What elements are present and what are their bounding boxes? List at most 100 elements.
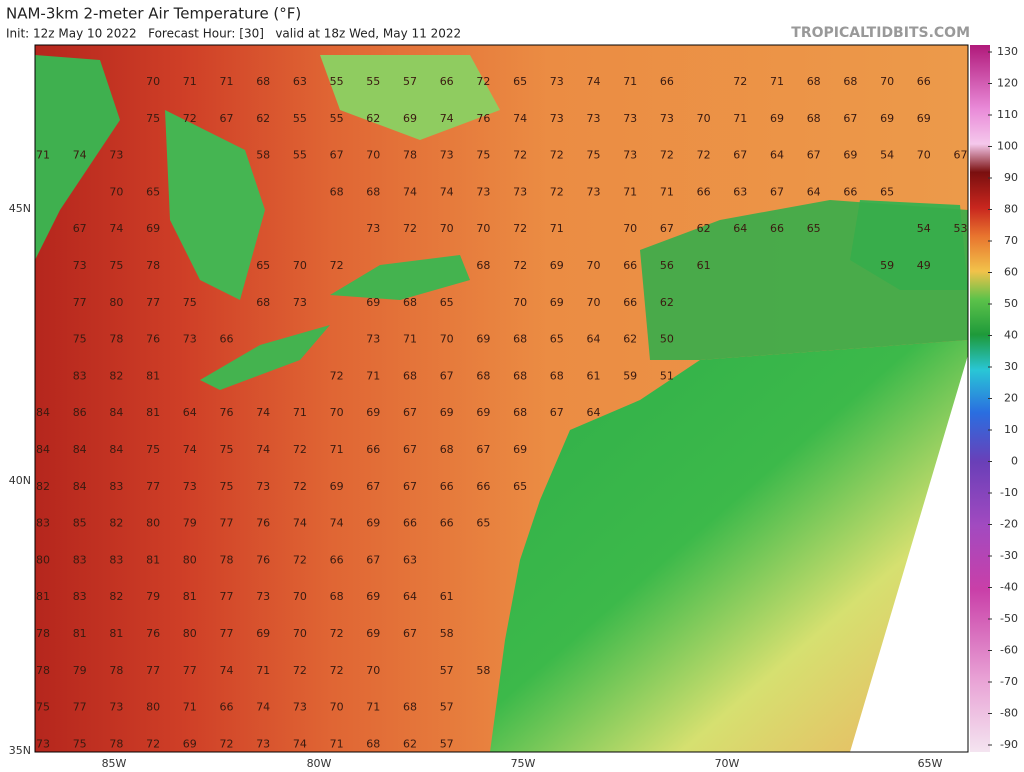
temp-value: 55 [293,112,307,125]
temp-value: 75 [220,480,234,493]
temp-value: 84 [36,443,50,456]
temp-value: 61 [697,259,711,272]
temp-value: 81 [146,553,160,566]
lon-label: 85W [102,757,127,770]
temp-value: 69 [476,406,490,419]
temp-value: 84 [109,443,123,456]
colorbar-label: 130 [997,45,1018,58]
lake [35,55,120,260]
temp-value: 73 [183,480,197,493]
temp-value: 71 [733,112,747,125]
temp-value: 68 [403,369,417,382]
temp-value: 66 [843,185,857,198]
temp-value: 75 [73,333,87,346]
temp-value: 77 [146,296,160,309]
temp-value: 61 [440,590,454,603]
temp-value: 69 [366,590,380,603]
temp-value: 71 [623,75,637,88]
temp-value: 57 [440,737,454,750]
temp-value: 69 [770,112,784,125]
temp-value: 73 [440,149,454,162]
colorbar-label: 20 [1004,392,1018,405]
temp-value: 75 [146,112,160,125]
temp-value: 77 [146,480,160,493]
temp-value: 68 [807,112,821,125]
temp-value: 70 [440,222,454,235]
temp-value: 72 [513,259,527,272]
temp-value: 77 [220,627,234,640]
lon-label: 65W [918,757,943,770]
temp-value: 80 [183,627,197,640]
temp-value: 69 [476,333,490,346]
temp-value: 73 [513,185,527,198]
temp-value: 67 [954,149,968,162]
temp-value: 73 [587,112,601,125]
temp-value: 62 [660,296,674,309]
temp-value: 57 [403,75,417,88]
temp-value: 71 [183,75,197,88]
temp-value: 70 [880,75,894,88]
temp-value: 67 [220,112,234,125]
temp-value: 63 [733,185,747,198]
temp-value: 70 [587,259,601,272]
temp-value: 85 [73,517,87,530]
temp-value: 78 [109,333,123,346]
temp-value: 78 [109,737,123,750]
colorbar-label: -80 [1000,707,1018,720]
temp-value: 83 [73,590,87,603]
temp-value: 73 [256,590,270,603]
temp-value: 69 [440,406,454,419]
temp-value: 68 [550,369,564,382]
temp-value: 70 [917,149,931,162]
temp-value: 71 [770,75,784,88]
temp-value: 69 [366,627,380,640]
temp-value: 71 [366,701,380,714]
temp-value: 70 [330,701,344,714]
colorbar-label: -50 [1000,612,1018,625]
temp-value: 69 [366,406,380,419]
temp-value: 68 [476,369,490,382]
temp-value: 78 [146,259,160,272]
temp-value: 71 [403,333,417,346]
temp-value: 77 [146,664,160,677]
temp-value: 58 [256,149,270,162]
temp-value: 72 [293,553,307,566]
temp-value: 74 [403,185,417,198]
temp-value: 65 [256,259,270,272]
temp-value: 68 [403,296,417,309]
temp-value: 73 [36,737,50,750]
temp-value: 80 [146,701,160,714]
temp-value: 73 [109,701,123,714]
temp-value: 67 [403,480,417,493]
temp-value: 74 [183,443,197,456]
temp-value: 66 [660,75,674,88]
no-data [850,355,968,752]
temp-value: 66 [697,185,711,198]
temp-value: 68 [403,701,417,714]
colorbar-label: 50 [1004,297,1018,310]
temp-value: 66 [623,259,637,272]
temp-value: 74 [220,664,234,677]
temp-value: 66 [476,480,490,493]
subtitle: Init: 12z May 10 2022 Forecast Hour: [30… [6,27,461,41]
temp-value: 70 [293,627,307,640]
temp-value: 67 [660,222,674,235]
temp-value: 65 [476,517,490,530]
temp-value: 79 [146,590,160,603]
temp-value: 55 [330,75,344,88]
temp-value: 73 [366,222,380,235]
temp-value: 65 [513,75,527,88]
temp-value: 73 [73,259,87,272]
temp-value: 68 [513,333,527,346]
temp-value: 72 [330,664,344,677]
temp-value: 72 [293,480,307,493]
temp-value: 69 [256,627,270,640]
temp-value: 73 [550,75,564,88]
temp-value: 68 [807,75,821,88]
temp-value: 84 [73,443,87,456]
temp-value: 82 [109,517,123,530]
temp-value: 71 [330,737,344,750]
lon-label: 80W [307,757,332,770]
temp-value: 74 [440,112,454,125]
title: NAM-3km 2-meter Air Temperature (°F) [6,5,301,23]
